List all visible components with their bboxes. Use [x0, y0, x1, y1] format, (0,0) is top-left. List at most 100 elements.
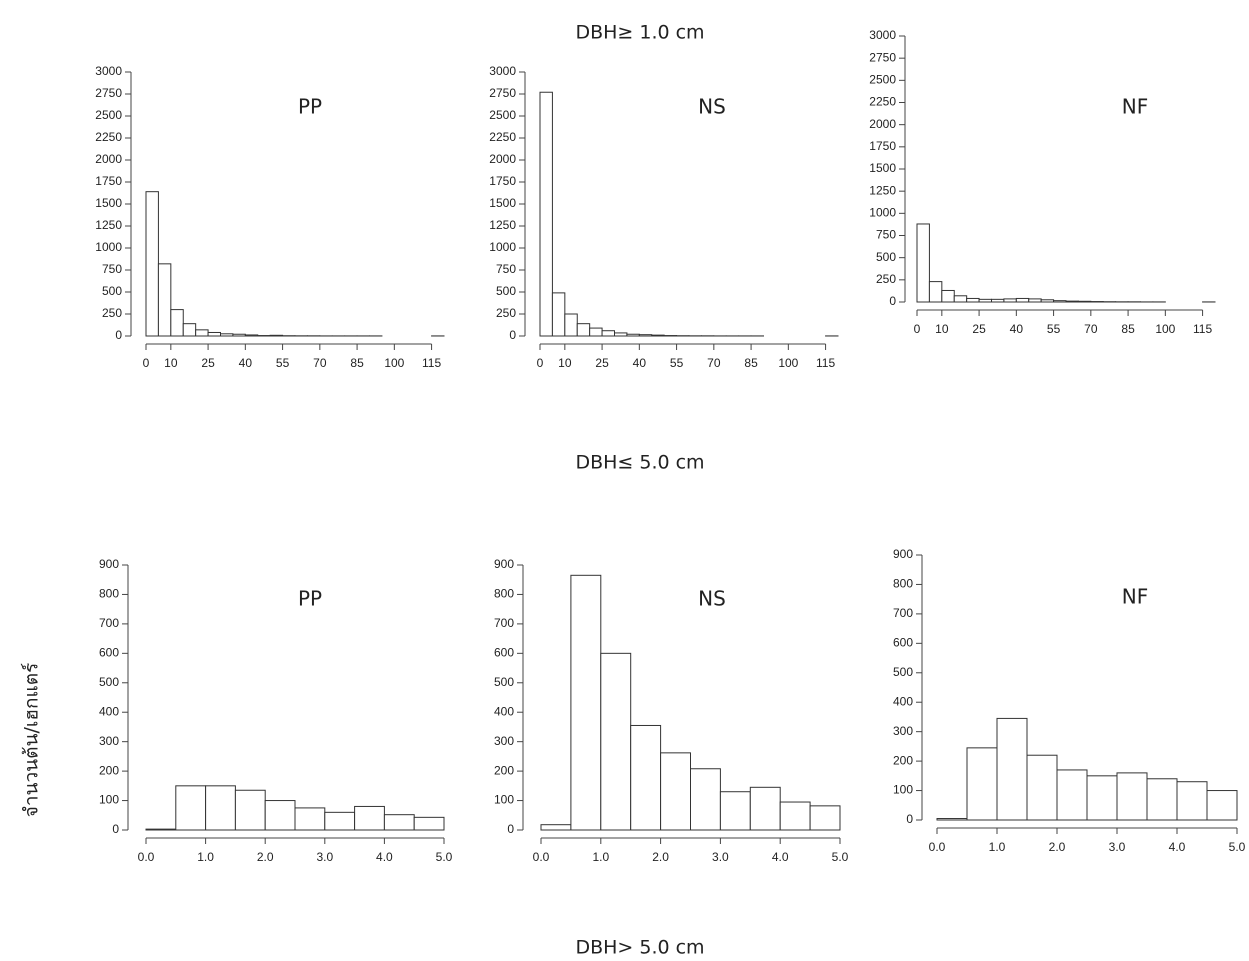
bar [661, 753, 691, 830]
bar [1207, 791, 1237, 820]
bar [1066, 301, 1078, 302]
y-tick-label: 1500 [489, 196, 516, 210]
bar [780, 802, 810, 830]
bar [627, 334, 639, 336]
bar [233, 334, 245, 336]
bar [146, 829, 176, 830]
y-axis-label: จำนวนต้น/เฮกแตร์ [21, 663, 43, 818]
x-tick-label: 3.0 [712, 850, 729, 864]
bar [171, 310, 183, 336]
x-tick-label: 55 [276, 356, 290, 370]
x-tick-label: 4.0 [376, 850, 393, 864]
y-tick-label: 750 [876, 228, 896, 242]
bar [1177, 782, 1207, 820]
y-tick-label: 2250 [869, 95, 896, 109]
bar [146, 192, 158, 336]
x-tick-label: 3.0 [1109, 840, 1126, 854]
y-tick-label: 3000 [95, 64, 122, 78]
y-tick-label: 500 [102, 284, 122, 298]
x-tick-label: 55 [1047, 322, 1061, 336]
y-tick-label: 2750 [869, 50, 896, 64]
y-tick-label: 2500 [95, 108, 122, 122]
y-tick-label: 1750 [869, 139, 896, 153]
y-tick-label: 1000 [869, 206, 896, 220]
chart-title: PP [298, 587, 322, 611]
y-tick-label: 0 [112, 822, 119, 836]
bar [810, 806, 840, 830]
bar [652, 335, 664, 336]
bar [917, 224, 929, 302]
x-tick-label: 1.0 [989, 840, 1006, 854]
bar [967, 298, 979, 302]
y-tick-label: 500 [99, 675, 119, 689]
x-tick-label: 5.0 [1229, 840, 1246, 854]
x-tick-label: 25 [972, 322, 986, 336]
figure: DBH≥ 1.0 cm DBH≤ 5.0 cm DBH> 5.0 cm จำนว… [0, 0, 1249, 961]
x-tick-label: 115 [1193, 322, 1212, 336]
bar [691, 769, 721, 830]
y-tick-label: 250 [496, 306, 516, 320]
caption-bottom: DBH> 5.0 cm [575, 937, 704, 959]
y-tick-label: 2500 [489, 108, 516, 122]
x-tick-label: 0 [914, 322, 921, 336]
y-tick-label: 300 [494, 734, 514, 748]
bar [565, 314, 577, 336]
x-tick-label: 100 [778, 356, 798, 370]
y-tick-label: 500 [876, 250, 896, 264]
x-tick-label: 85 [744, 356, 758, 370]
bar [602, 331, 614, 336]
x-tick-label: 2.0 [652, 850, 669, 864]
y-tick-label: 300 [99, 734, 119, 748]
y-tick-label: 3000 [489, 64, 516, 78]
x-tick-label: 70 [313, 356, 327, 370]
x-tick-label: 70 [1084, 322, 1098, 336]
y-tick-label: 700 [99, 616, 119, 630]
y-tick-label: 2000 [489, 152, 516, 166]
y-tick-label: 500 [893, 665, 913, 679]
bar [631, 725, 661, 830]
y-tick-label: 700 [494, 616, 514, 630]
y-tick-label: 900 [494, 557, 514, 571]
bar [571, 575, 601, 830]
y-tick-label: 1000 [489, 240, 516, 254]
x-tick-label: 10 [164, 356, 178, 370]
bar [325, 812, 355, 830]
x-tick-label: 1.0 [197, 850, 214, 864]
y-tick-label: 300 [893, 724, 913, 738]
y-tick-label: 250 [102, 306, 122, 320]
y-tick-label: 800 [893, 577, 913, 591]
y-tick-label: 800 [99, 587, 119, 601]
x-tick-label: 10 [558, 356, 572, 370]
bar [158, 264, 170, 336]
y-tick-label: 500 [496, 284, 516, 298]
bar [937, 819, 967, 820]
y-tick-label: 0 [906, 812, 913, 826]
y-tick-label: 100 [99, 793, 119, 807]
x-tick-label: 1.0 [592, 850, 609, 864]
y-tick-label: 800 [494, 587, 514, 601]
y-tick-label: 100 [494, 793, 514, 807]
bar [954, 296, 966, 302]
bar [265, 801, 295, 830]
bar [208, 332, 220, 336]
x-tick-label: 0 [537, 356, 544, 370]
y-tick-label: 1250 [869, 183, 896, 197]
y-tick-label: 500 [494, 675, 514, 689]
x-tick-label: 5.0 [832, 850, 849, 864]
y-tick-label: 200 [99, 763, 119, 777]
y-tick-label: 700 [893, 606, 913, 620]
bar [196, 330, 208, 336]
y-tick-label: 2250 [489, 130, 516, 144]
y-tick-label: 750 [102, 262, 122, 276]
y-tick-label: 2750 [489, 86, 516, 100]
y-tick-label: 100 [893, 783, 913, 797]
x-tick-label: 55 [670, 356, 684, 370]
caption-top: DBH≥ 1.0 cm [575, 22, 704, 44]
bar [639, 335, 651, 336]
bar [750, 787, 780, 830]
chart-title: NS [698, 95, 726, 119]
y-tick-label: 1250 [489, 218, 516, 232]
bar [997, 718, 1027, 820]
bar [183, 324, 195, 336]
bar [720, 792, 750, 830]
